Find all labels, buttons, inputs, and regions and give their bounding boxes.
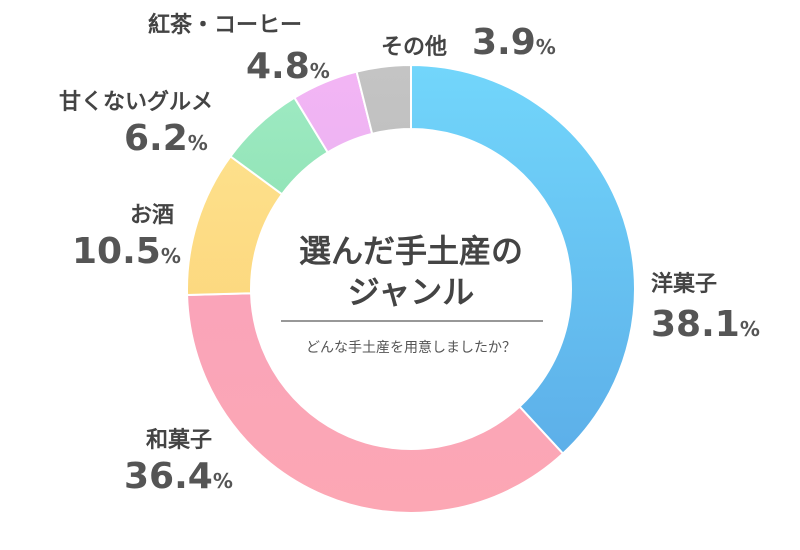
chart-title-line2: ジャンル xyxy=(348,273,474,311)
donut-slice-5 xyxy=(355,63,412,136)
label-youkashi: 洋菓子 xyxy=(651,271,717,297)
value-youkashi-number: 38.1 xyxy=(651,304,740,345)
label-wagashi: 和菓子 xyxy=(146,427,212,453)
donut-slices xyxy=(186,63,636,514)
label-amakunai-gourmet: 甘くないグルメ xyxy=(59,89,213,115)
value-wagashi: 36.4% xyxy=(124,456,233,497)
value-koucha-coffee: 4.8% xyxy=(246,46,330,87)
label-koucha-coffee: 紅茶・コーヒー xyxy=(148,12,302,38)
value-sonota: 3.9% xyxy=(472,22,556,63)
chart-subtitle: どんな手土産を用意しましたか？ xyxy=(306,339,516,356)
value-amakunai-gourmet-number: 6.2 xyxy=(124,118,188,159)
value-wagashi-unit: % xyxy=(213,469,233,493)
chart-title-line1: 選んだ手土産の xyxy=(299,232,523,270)
value-osake-number: 10.5 xyxy=(72,231,161,272)
label-sonota: その他 xyxy=(381,35,447,60)
value-koucha-coffee-number: 4.8 xyxy=(246,46,310,87)
label-osake: お酒 xyxy=(130,203,174,228)
value-osake-unit: % xyxy=(161,244,181,268)
value-sonota-number: 3.9 xyxy=(472,22,536,63)
value-amakunai-gourmet: 6.2% xyxy=(124,118,208,159)
value-sonota-unit: % xyxy=(536,35,556,59)
value-koucha-coffee-unit: % xyxy=(310,59,330,83)
value-youkashi-unit: % xyxy=(740,317,760,341)
value-youkashi: 38.1% xyxy=(651,304,760,345)
donut-slice-1 xyxy=(186,292,565,514)
value-osake: 10.5% xyxy=(72,231,181,272)
value-wagashi-number: 36.4 xyxy=(124,456,213,497)
value-amakunai-gourmet-unit: % xyxy=(188,131,208,155)
donut-slice-0 xyxy=(410,63,636,456)
